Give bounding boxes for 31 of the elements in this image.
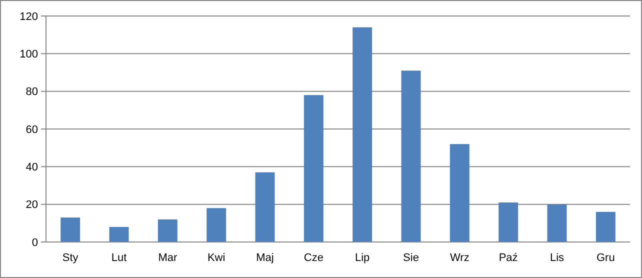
x-tick-label: Kwi [207,252,226,264]
bar [547,204,567,242]
bar [450,144,470,242]
bar [498,202,518,242]
bar [60,218,80,242]
y-tick-label: 80 [26,86,38,98]
bar [109,226,129,242]
x-tick-label: Gru [596,252,615,264]
x-tick-label: Cze [304,252,324,264]
y-tick-label: 60 [26,124,38,136]
x-tick-label: Paź [498,252,518,264]
bar [206,208,226,242]
bar [158,219,178,242]
bar [596,212,616,242]
x-tick-label: Wrz [450,252,470,264]
x-tick-label: Lis [550,252,565,264]
x-tick-label: Maj [256,252,274,264]
x-tick-label: Mar [158,252,178,264]
x-tick-label: Lut [111,252,127,264]
y-tick-label: 40 [26,162,38,174]
bar [255,172,275,242]
x-tick-label: Lip [354,252,370,264]
bar [304,95,324,242]
y-tick-label: 0 [32,236,38,249]
x-tick-label: Sty [62,252,79,264]
bar [401,70,421,242]
y-tick-label: 20 [26,199,38,212]
x-tick-label: Sie [403,252,419,264]
y-tick-label: 100 [20,48,38,61]
y-tick-label: 120 [20,10,38,23]
bar [352,27,372,242]
